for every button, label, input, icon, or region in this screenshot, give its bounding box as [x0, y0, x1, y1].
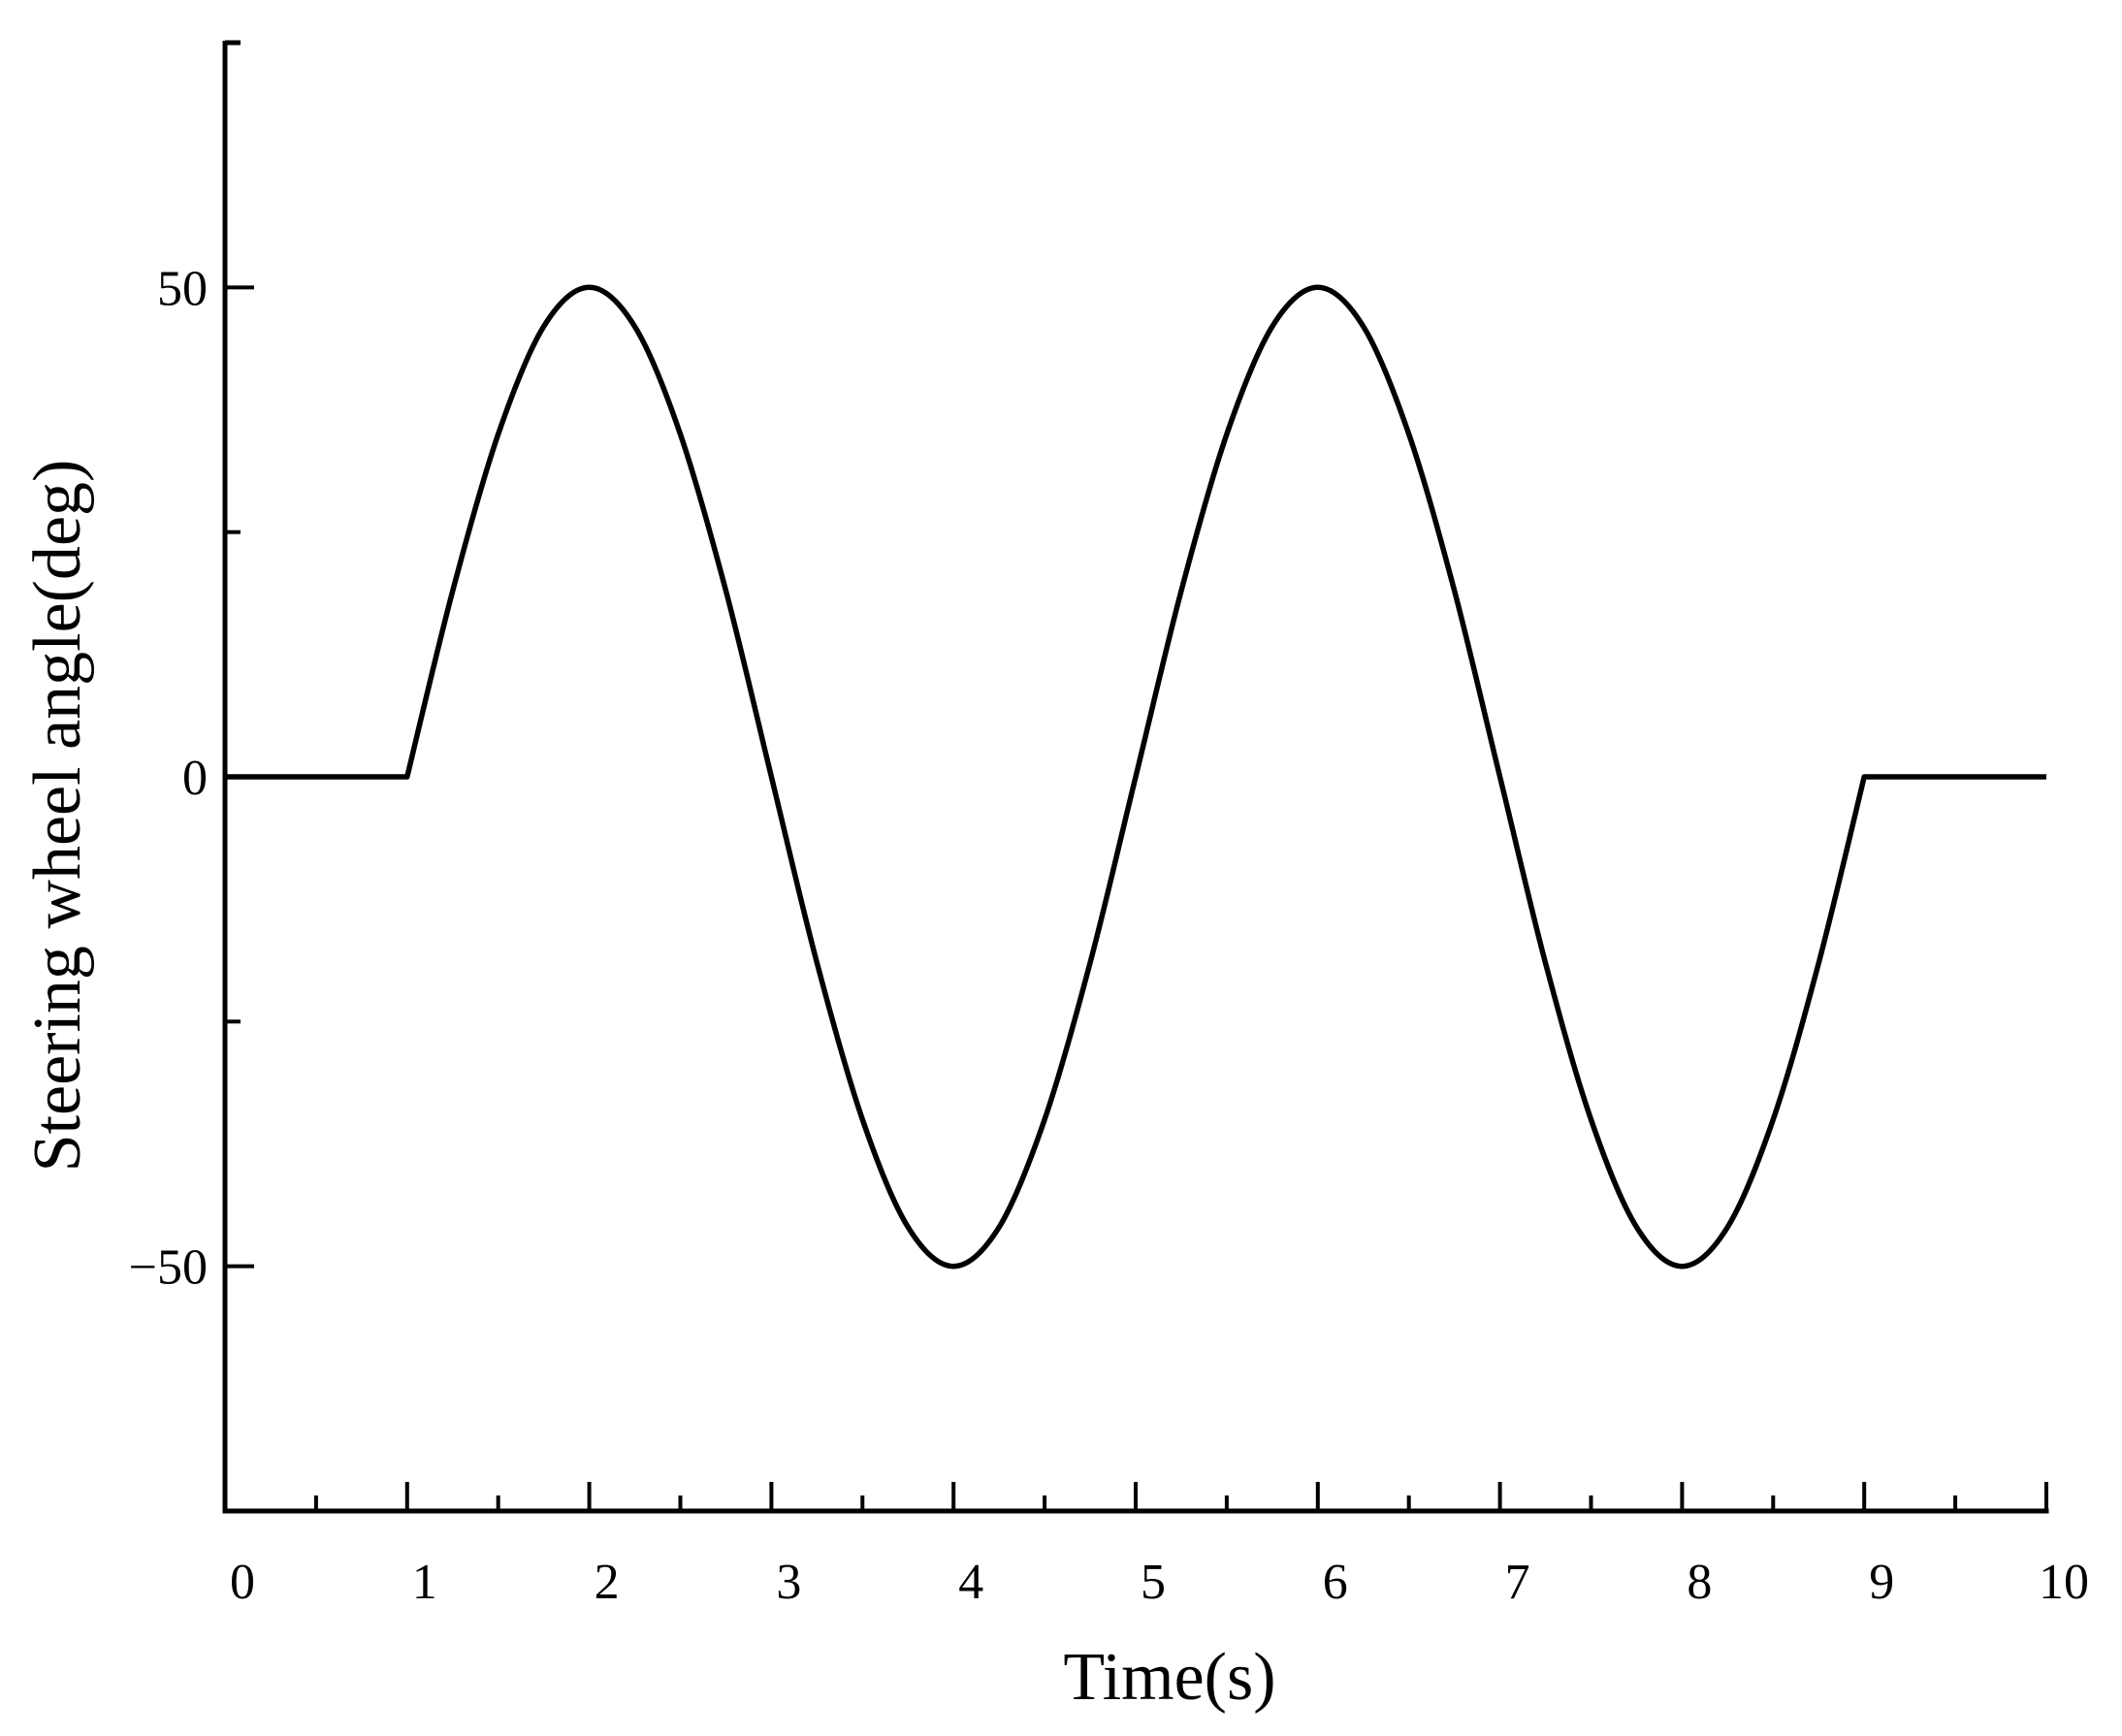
x-tick-label: 0	[230, 1555, 255, 1610]
y-axis-title: Steering wheel angle(deg)	[20, 460, 95, 1173]
y-tick-label: 0	[182, 751, 208, 806]
y-tick-label: 50	[157, 261, 208, 316]
x-tick-label: 4	[958, 1555, 983, 1610]
x-tick-label: 7	[1505, 1555, 1530, 1610]
series-line	[225, 284, 2046, 1270]
ticks: 0 1 2 3 4 5 6 7 8 9 10 −50 0 50	[129, 40, 2089, 1610]
plot-area	[225, 284, 2046, 1270]
x-tick-label: 6	[1323, 1555, 1348, 1610]
y-tick-label: −50	[129, 1240, 208, 1296]
x-tick-label: 10	[2039, 1555, 2089, 1610]
x-tick-label: 5	[1141, 1555, 1166, 1610]
x-axis-title: Time(s)	[1063, 1640, 1275, 1715]
x-tick-label: 1	[412, 1555, 437, 1610]
x-tick-label: 2	[595, 1555, 620, 1610]
x-tick-label: 3	[776, 1555, 801, 1610]
x-tick-label: 8	[1687, 1555, 1712, 1610]
x-tick-label: 9	[1869, 1555, 1894, 1610]
